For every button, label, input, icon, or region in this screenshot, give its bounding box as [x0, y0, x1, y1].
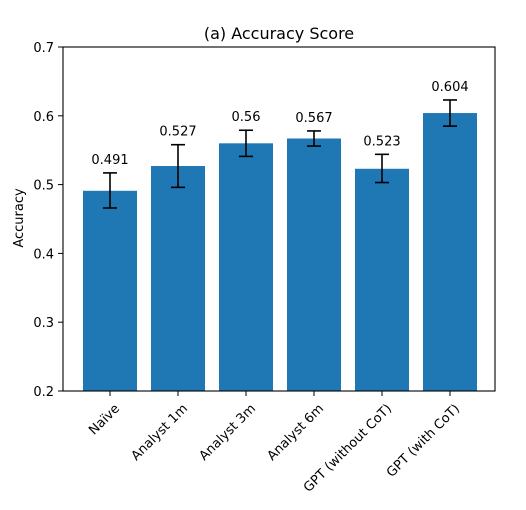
y-tick-label: 0.7: [33, 41, 54, 56]
y-tick-label: 0.3: [33, 316, 54, 331]
error-bar: [307, 130, 321, 147]
bars-layer: [83, 113, 477, 391]
value-label: 0.567: [295, 111, 332, 126]
x-tick-label: GPT (with CoT): [384, 401, 463, 480]
y-axis: 0.2 0.3 0.4 0.5 0.6 0.7: [33, 41, 63, 400]
error-bar: [375, 153, 389, 184]
bar: [83, 190, 137, 391]
bar: [355, 168, 409, 391]
y-tick-label: 0.4: [33, 247, 54, 262]
value-label: 0.527: [159, 125, 196, 140]
x-tick-label: Analyst 6m: [265, 401, 327, 463]
bar: [151, 166, 205, 391]
errorbars-layer: [103, 99, 457, 209]
bar: [219, 143, 273, 391]
value-label: 0.604: [431, 80, 468, 95]
x-tick-label: Analyst 3m: [197, 401, 259, 463]
bar: [287, 138, 341, 391]
error-bar: [443, 99, 457, 127]
error-bar: [239, 129, 253, 158]
y-tick-label: 0.2: [33, 385, 54, 400]
error-bar: [171, 143, 185, 189]
y-tick-label: 0.5: [33, 179, 54, 194]
bar: [423, 113, 477, 391]
y-axis-label: Accuracy: [12, 188, 27, 248]
x-axis: Naïve Analyst 1m Analyst 3m Analyst 6m GPT (…: [86, 391, 463, 496]
value-labels-layer: 0.491 0.527 0.56 0.567 0.523 0.604: [91, 80, 468, 168]
value-label: 0.491: [91, 153, 128, 168]
x-tick-label: Naïve: [86, 401, 123, 438]
x-tick-label: Analyst 1m: [129, 401, 191, 463]
value-label: 0.523: [363, 134, 400, 149]
chart-title: (a) Accuracy Score: [204, 24, 354, 43]
value-label: 0.56: [232, 110, 261, 125]
error-bar: [103, 172, 117, 209]
y-tick-label: 0.6: [33, 110, 54, 125]
plot-frame: [62, 46, 496, 392]
